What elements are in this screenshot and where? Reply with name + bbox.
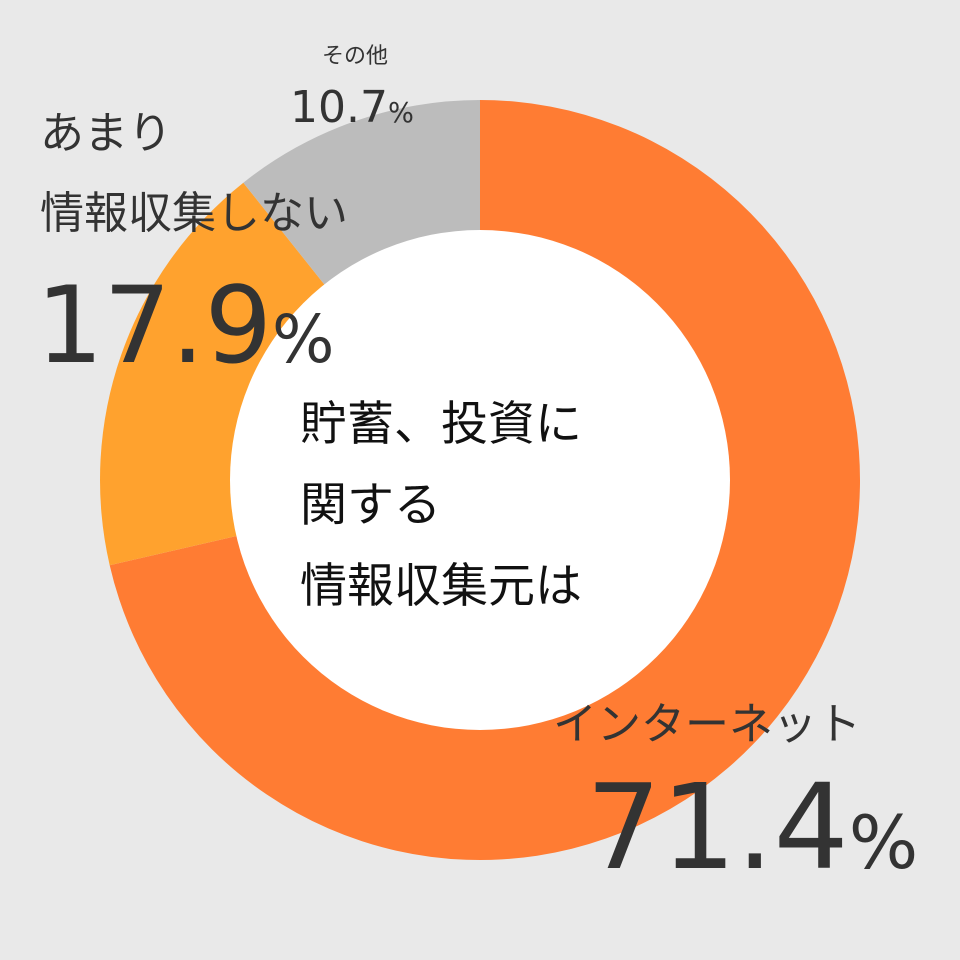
slice-label-other: その他: [322, 44, 389, 69]
center-title-line-2: 関する: [300, 478, 441, 533]
slice-label-no-collection-line2: 情報収集しない: [40, 188, 348, 239]
slice-value-internet: 71.4%: [586, 768, 918, 886]
slice-value-internet-unit: %: [848, 801, 919, 886]
center-title-line-3: 情報収集元は: [300, 559, 582, 614]
slice-value-other-number: 10.7: [290, 82, 388, 133]
slice-value-other: 10.7%: [290, 86, 414, 130]
slice-value-no-collection-unit: %: [272, 302, 335, 378]
center-title: 貯蓄、投資に 関する 情報収集元は: [300, 384, 582, 627]
center-title-line-1: 貯蓄、投資に: [300, 397, 582, 452]
donut-hole: [230, 230, 730, 730]
slice-value-other-unit: %: [387, 98, 414, 129]
slice-value-no-collection-number: 17.9: [36, 264, 273, 387]
slice-label-no-collection-line1: あまり: [40, 108, 172, 159]
slice-value-internet-number: 71.4: [586, 758, 849, 896]
slice-value-no-collection: 17.9%: [36, 273, 334, 379]
slice-label-internet: インターネット: [553, 699, 861, 750]
